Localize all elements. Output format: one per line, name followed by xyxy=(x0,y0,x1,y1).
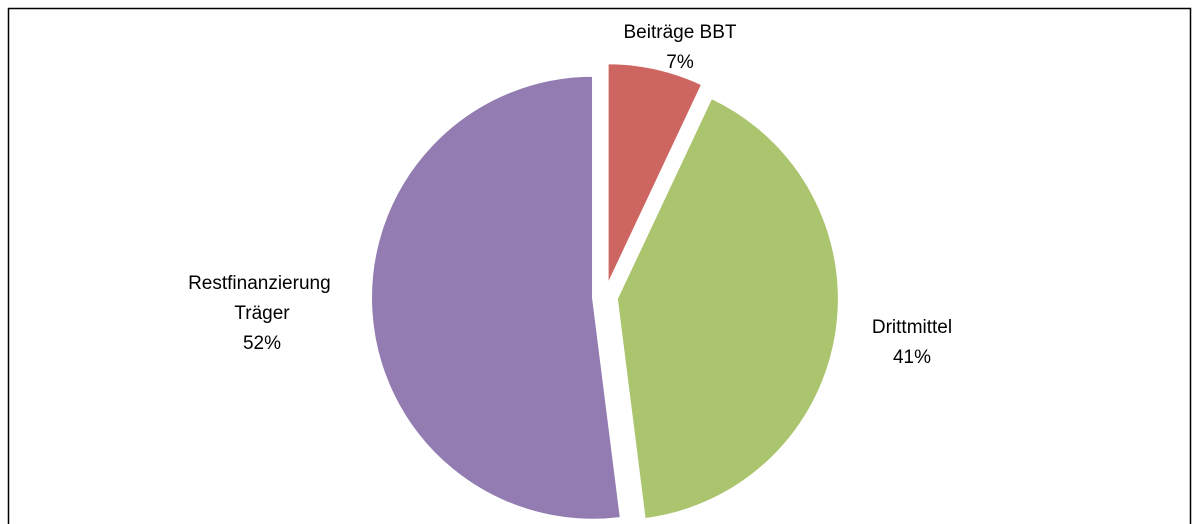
pie-slice xyxy=(615,96,840,521)
category-label: Drittmittel xyxy=(872,317,952,338)
pie-slice xyxy=(370,74,622,521)
pie-slice xyxy=(606,62,704,286)
category-label: Beiträge BBT xyxy=(624,22,737,43)
value-label: 7% xyxy=(666,52,694,73)
value-label: 41% xyxy=(893,347,931,368)
value-label: 52% xyxy=(243,333,281,354)
category-label: Restfinanzierung Träger xyxy=(188,273,336,324)
